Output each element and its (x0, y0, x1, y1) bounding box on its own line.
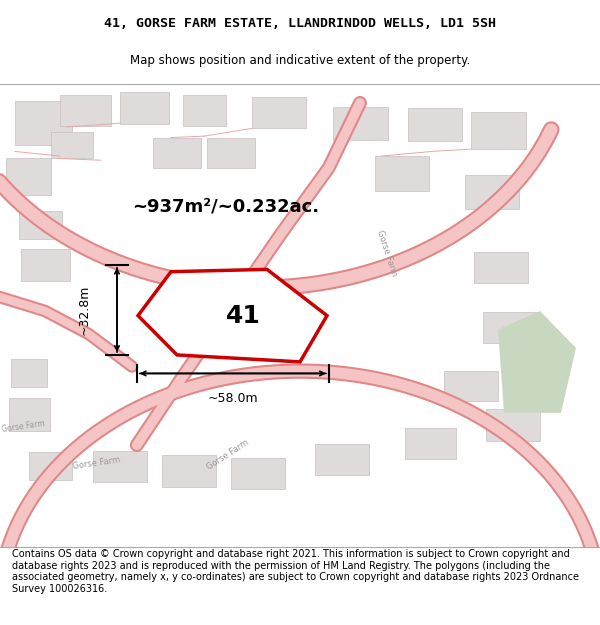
Bar (51, 131, 93, 158)
Text: ~937m²/~0.232ac.: ~937m²/~0.232ac. (132, 198, 319, 216)
Bar (11, 359, 47, 388)
Bar (207, 138, 255, 168)
Bar (252, 97, 306, 128)
Text: 41, GORSE FARM ESTATE, LLANDRINDOD WELLS, LD1 5SH: 41, GORSE FARM ESTATE, LLANDRINDOD WELLS… (104, 17, 496, 30)
Bar (93, 451, 147, 482)
Text: Gorse Farm: Gorse Farm (71, 456, 121, 471)
Bar (60, 94, 111, 126)
Bar (29, 452, 72, 480)
Bar (162, 455, 216, 487)
Bar (465, 174, 519, 209)
Bar (408, 107, 462, 141)
Bar (6, 158, 51, 196)
Bar (483, 312, 537, 343)
Text: Gorse Farm: Gorse Farm (375, 229, 399, 278)
Bar (471, 112, 526, 149)
Text: ~58.0m: ~58.0m (208, 392, 258, 406)
Bar (333, 107, 388, 140)
Bar (231, 458, 285, 489)
Text: Contains OS data © Crown copyright and database right 2021. This information is : Contains OS data © Crown copyright and d… (12, 549, 579, 594)
Bar (15, 101, 72, 144)
Bar (183, 94, 226, 126)
Bar (21, 249, 70, 281)
Text: Gorse Farm: Gorse Farm (1, 419, 45, 434)
Text: Map shows position and indicative extent of the property.: Map shows position and indicative extent… (130, 54, 470, 68)
Bar (153, 138, 201, 168)
Bar (9, 398, 50, 431)
Bar (474, 252, 528, 283)
Bar (19, 211, 62, 239)
Bar (315, 444, 369, 475)
Polygon shape (138, 269, 327, 362)
Bar (375, 156, 429, 191)
Bar (405, 428, 456, 459)
Text: Gorse Farm: Gorse Farm (205, 438, 251, 471)
Bar (486, 409, 540, 441)
Bar (444, 371, 498, 401)
Bar (120, 92, 169, 124)
Polygon shape (498, 311, 576, 412)
Text: 41: 41 (226, 304, 260, 328)
Text: ~32.8m: ~32.8m (77, 284, 91, 335)
